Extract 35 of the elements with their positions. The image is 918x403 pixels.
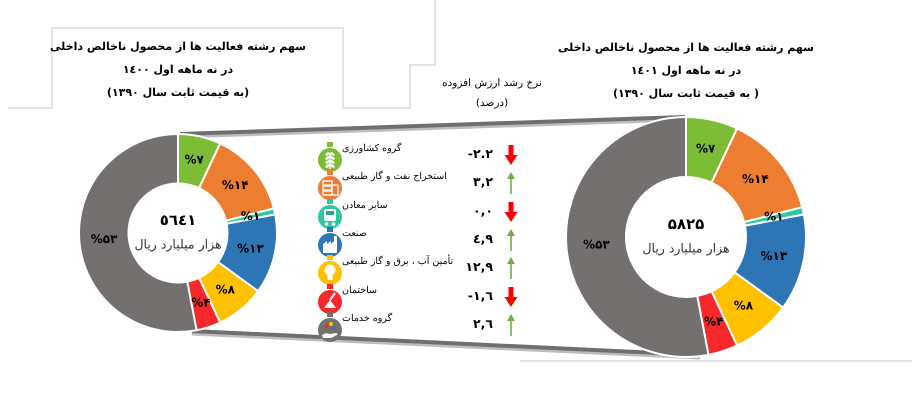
chart-title: سهم رشته فعالیت ها از محصول ناخالص داخلی در نه ماهه اول ١٤٠١ xyxy=(558,41,814,77)
data-label: %۴ xyxy=(704,314,724,329)
text: (درصد) xyxy=(474,96,510,111)
data-label: %۱۳ xyxy=(237,241,264,256)
category-label: گروه کشاورزی xyxy=(342,142,402,156)
data-label: ٢,٦ xyxy=(472,316,493,332)
text: ٥٦٤١ xyxy=(160,210,196,229)
text: ۵۸۲۵ xyxy=(668,214,704,233)
category-label: استخراج نفت و گاز طبیعی xyxy=(342,170,447,184)
data-label: ٣,٢ xyxy=(472,174,493,190)
data-label: ١٢,٩ xyxy=(465,259,493,276)
data-label: %۸ xyxy=(216,282,236,296)
data-label: %۷ xyxy=(696,141,716,156)
data-label: %۱۴ xyxy=(222,178,249,192)
data-label: %۷ xyxy=(184,152,205,167)
category-label: گروه خدمات xyxy=(342,312,392,326)
text: نرخ رشد ارزش افزوده xyxy=(441,76,543,91)
chart-subtitle: ( به قیمت ثابت سال ١٣٩٠) xyxy=(612,87,760,100)
data-label: -٢.٢ xyxy=(468,146,493,162)
chart-title: سهم رشته فعالیت ها از محصول ناخالص داخلی در نه ماهه اول ١٤٠٠ xyxy=(49,39,307,78)
data-label: %۸ xyxy=(734,298,754,312)
text: هزار میلیارد ریال xyxy=(134,236,222,252)
text: هزار میلیارد ریال xyxy=(642,240,730,256)
data-label: %۱۳ xyxy=(760,248,788,263)
category-label: سایر معادن xyxy=(342,198,388,213)
category-label: ساختمان xyxy=(342,284,377,298)
chart-subtitle: (به قیمت ثابت سال ١٣٩٠) xyxy=(106,85,250,101)
data-label: %۵۳ xyxy=(583,238,610,252)
data-label: %۵۳ xyxy=(90,232,118,246)
data-label: ٤,٩ xyxy=(472,230,493,247)
data-label: -١,٦ xyxy=(468,288,493,304)
category-label: تأمین آب ، برق و گاز طبیعی xyxy=(342,255,454,270)
data-label: ٠,٠ xyxy=(472,202,493,219)
category-label: صنعت xyxy=(342,226,367,241)
data-label: %۱۴ xyxy=(742,172,769,186)
